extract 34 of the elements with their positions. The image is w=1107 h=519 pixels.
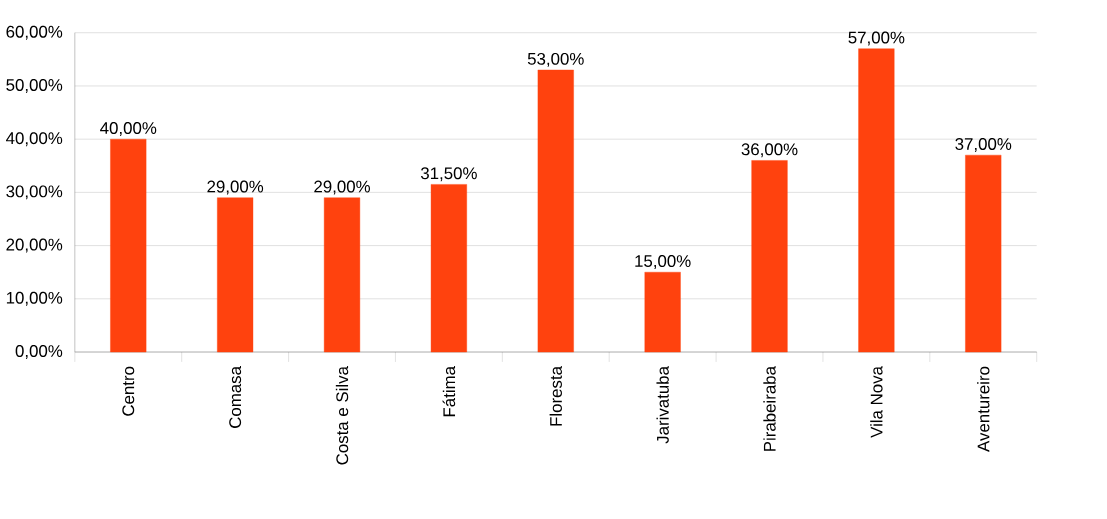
bar [537,69,574,353]
y-tick-label: 60,00% [6,25,63,40]
data-label: 29,00% [207,180,264,195]
x-tick-label: Costa e Silva [335,366,349,465]
data-label: 57,00% [848,31,905,46]
data-label: 36,00% [741,143,798,158]
bar [110,139,147,353]
x-tick-label: Comasa [229,366,242,429]
y-tick-label: 0,00% [15,345,63,360]
bar [217,197,254,353]
x-tick-label: Vila Nova [870,366,883,438]
bar [751,160,788,353]
data-label: 31,50% [420,167,477,182]
data-label: 53,00% [527,53,584,67]
bar [965,155,1002,353]
data-label: 37,00% [955,138,1012,153]
y-tick-label: 40,00% [6,132,63,147]
x-tick-label: Fátima [442,366,456,417]
x-tick-label: Jarivatuba [656,366,669,444]
data-label: 15,00% [635,255,691,270]
x-tick-label: Floresta [549,366,562,426]
x-tick-label: Centro [122,366,135,416]
bar [430,184,467,353]
x-tick-label: Pirabeiraba [763,366,776,452]
bar [323,197,361,353]
x-tick-label: Aventureiro [977,366,990,453]
y-tick-label: 30,00% [6,185,63,200]
data-label: 40,00% [100,122,157,137]
bar [644,272,681,353]
y-tick-label: 50,00% [6,79,63,94]
data-label: 29,00% [314,180,370,195]
bar [858,48,895,353]
y-tick-label: 20,00% [6,238,63,253]
y-tick-label: 10,00% [6,292,63,306]
